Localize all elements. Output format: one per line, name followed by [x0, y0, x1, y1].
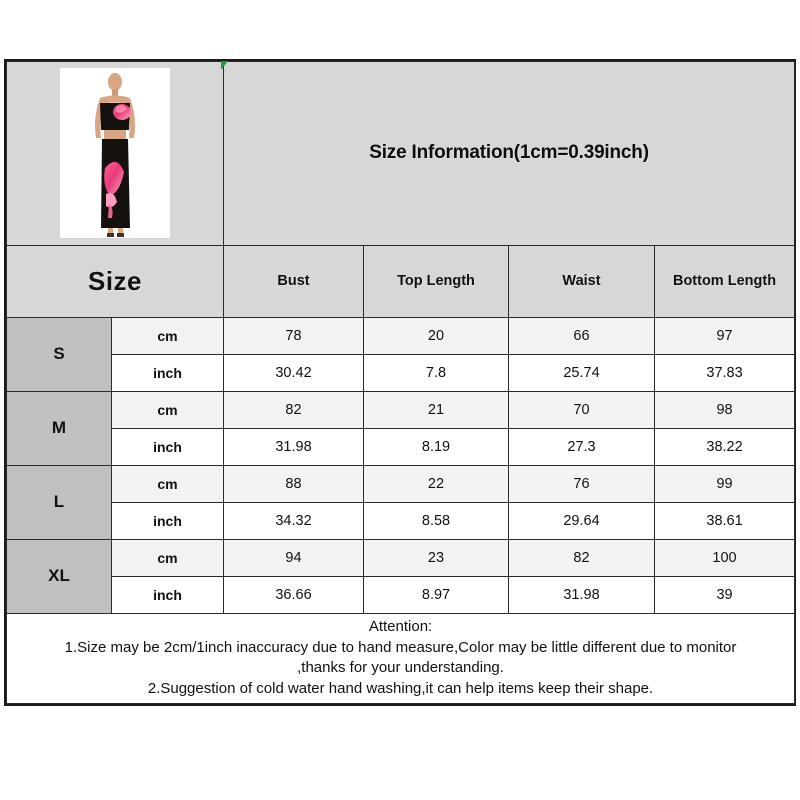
size-label-l: L — [6, 464, 112, 540]
cell-s-inch-top-length: 7.8 — [363, 353, 509, 392]
table-row: L cm 88 22 76 99 — [6, 464, 796, 540]
unit-cm: cm — [111, 316, 224, 355]
size-label-s: S — [6, 316, 112, 392]
model-illustration-icon — [60, 68, 170, 239]
cell-m-inch-bottom-length: 38.22 — [653, 427, 796, 466]
cell-xl-cm-waist: 82 — [508, 538, 655, 577]
unit-inch: inch — [111, 353, 224, 392]
unit-cm: cm — [111, 538, 224, 577]
green-corner-marker-icon — [221, 61, 228, 70]
size-label-m: M — [6, 390, 112, 466]
attention-line-2: ,thanks for your understanding. — [297, 659, 504, 677]
size-information-table: Size Information(1cm=0.39inch) Size Bust… — [5, 61, 796, 705]
attention-line-3: 2.Suggestion of cold water hand washing,… — [147, 680, 654, 698]
unit-inch: inch — [111, 575, 224, 614]
cell-l-inch-bottom-length: 38.61 — [653, 501, 796, 540]
unit-cm: cm — [111, 464, 224, 503]
cell-s-inch-bust: 30.42 — [223, 353, 364, 392]
unit-inch: inch — [111, 427, 224, 466]
table-row: inch 30.42 7.8 25.74 37.83 — [7, 353, 796, 392]
cell-xl-inch-waist: 31.98 — [508, 575, 655, 614]
product-thumbnail-cell — [6, 61, 224, 246]
cell-s-inch-bottom-length: 37.83 — [653, 353, 796, 392]
unit-inch: inch — [111, 501, 224, 540]
unit-cm: cm — [111, 390, 224, 429]
table-row: inch 36.66 8.97 31.98 39 — [7, 575, 796, 614]
header-bust: Bust — [223, 244, 364, 318]
chart-title-cell: Size Information(1cm=0.39inch) — [221, 61, 796, 246]
size-label-xl: XL — [6, 538, 112, 614]
cell-l-inch-waist: 29.64 — [508, 501, 655, 540]
product-thumbnail-image — [60, 68, 170, 239]
page-title: Size Information(1cm=0.39inch) — [369, 142, 649, 164]
cell-l-cm-bust: 88 — [223, 464, 364, 503]
cell-m-inch-top-length: 8.19 — [363, 427, 509, 466]
cell-m-cm-waist: 70 — [508, 390, 655, 429]
cell-m-cm-bust: 82 — [223, 390, 364, 429]
cell-m-cm-bottom-length: 98 — [653, 390, 796, 429]
cell-l-cm-waist: 76 — [508, 464, 655, 503]
header-top-length: Top Length — [363, 244, 509, 318]
cell-s-inch-waist: 25.74 — [508, 353, 655, 392]
size-chart-container: Size Information(1cm=0.39inch) Size Bust… — [4, 59, 796, 706]
cell-s-cm-bust: 78 — [223, 316, 364, 355]
header-bottom-length: Bottom Length — [653, 244, 796, 318]
cell-s-cm-top-length: 20 — [363, 316, 509, 355]
header-size: Size — [6, 244, 224, 318]
cell-m-inch-waist: 27.3 — [508, 427, 655, 466]
header-waist: Waist — [508, 244, 655, 318]
cell-l-inch-top-length: 8.58 — [363, 501, 509, 540]
attention-line-1: 1.Size may be 2cm/1inch inaccuracy due t… — [64, 638, 737, 656]
cell-s-cm-bottom-length: 97 — [653, 316, 796, 355]
cell-m-cm-top-length: 21 — [363, 390, 509, 429]
cell-xl-cm-top-length: 23 — [363, 538, 509, 577]
table-row: M cm 82 21 70 98 — [6, 390, 796, 466]
banner-row: Size Information(1cm=0.39inch) — [6, 61, 796, 246]
cell-l-cm-bottom-length: 99 — [653, 464, 796, 503]
table-row: S cm 78 20 66 97 — [6, 316, 796, 392]
column-header-row: Size Bust Top Length Waist Bottom Length — [6, 244, 796, 318]
attention-heading: Attention: — [368, 618, 433, 636]
cell-xl-inch-top-length: 8.97 — [363, 575, 509, 614]
table-row: inch 31.98 8.19 27.3 38.22 — [7, 427, 796, 466]
cell-l-cm-top-length: 22 — [363, 464, 509, 503]
cell-s-cm-waist: 66 — [508, 316, 655, 355]
cell-xl-inch-bust: 36.66 — [223, 575, 364, 614]
cell-m-inch-bust: 31.98 — [223, 427, 364, 466]
cell-xl-cm-bottom-length: 100 — [653, 538, 796, 577]
cell-xl-inch-bottom-length: 39 — [653, 575, 796, 614]
cell-l-inch-bust: 34.32 — [223, 501, 364, 540]
table-row: XL cm 94 23 82 100 — [6, 538, 796, 614]
attention-row: Attention: 1.Size may be 2cm/1inch inacc… — [5, 612, 796, 705]
cell-xl-cm-bust: 94 — [223, 538, 364, 577]
table-row: inch 34.32 8.58 29.64 38.61 — [7, 501, 796, 540]
attention-note: Attention: 1.Size may be 2cm/1inch inacc… — [5, 612, 796, 705]
